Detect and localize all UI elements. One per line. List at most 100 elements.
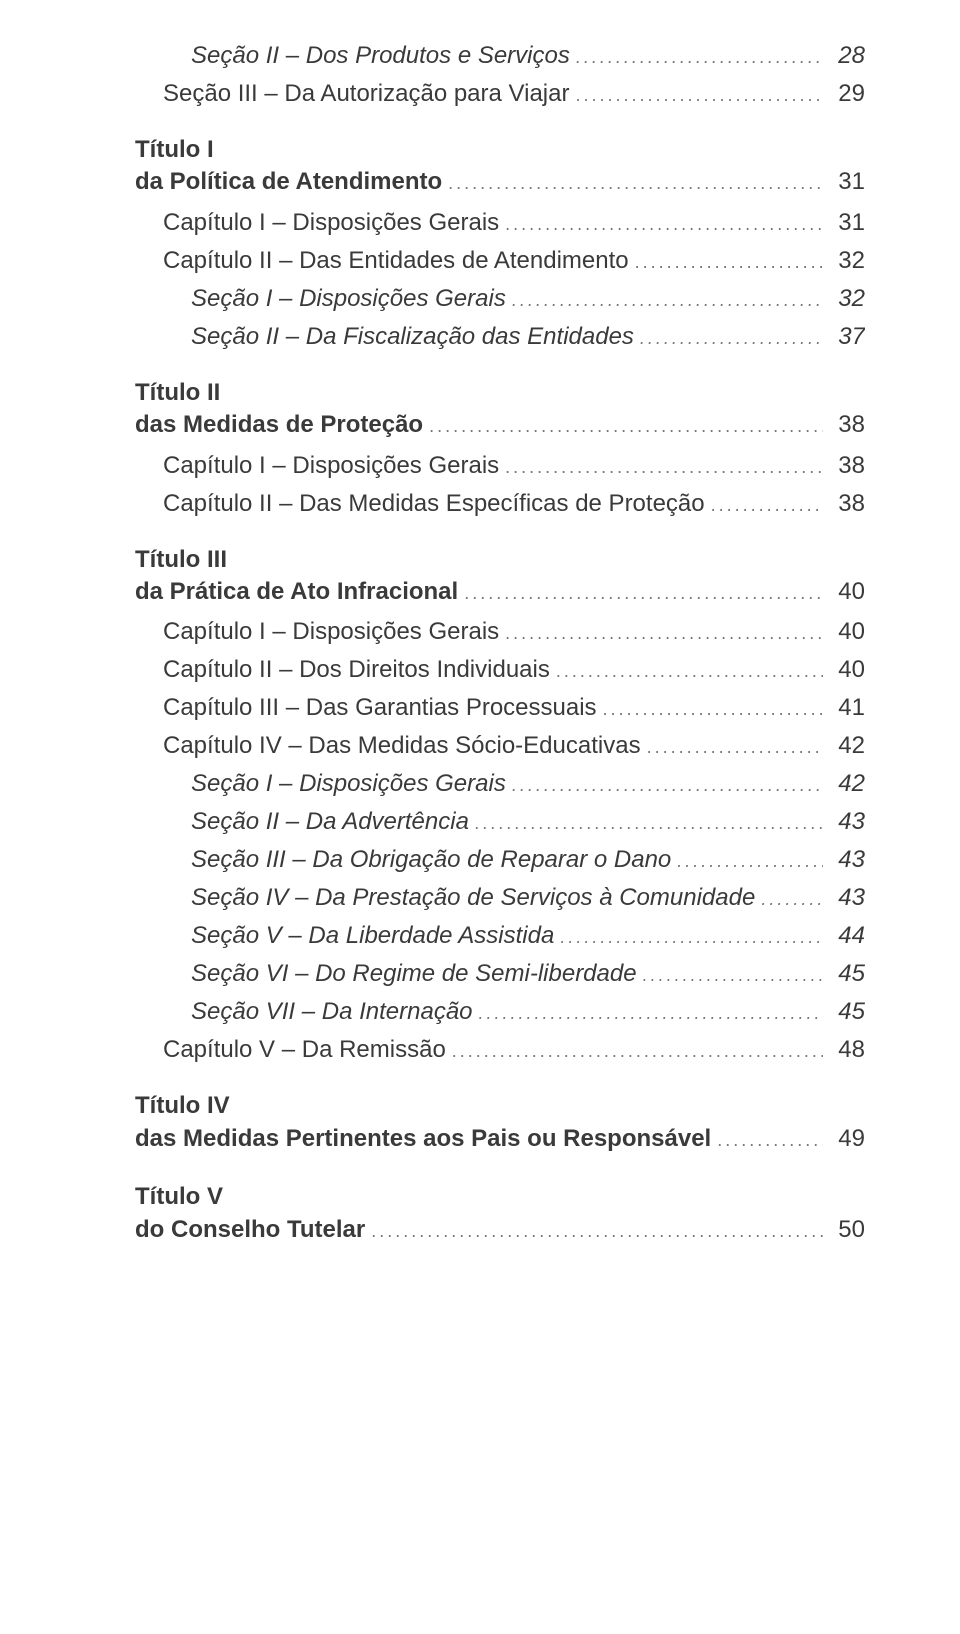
toc-entry-label: Seção IV – Da Prestação de Serviços à Co…: [191, 884, 755, 912]
toc-page-number: 32: [829, 247, 865, 275]
toc-title-block: Título Ida Política de Atendimento 31: [135, 134, 865, 199]
toc-leader-dots: [512, 775, 823, 796]
toc-page-number: 37: [829, 323, 865, 351]
toc-leader-dots: [640, 328, 823, 349]
toc-entry: Seção II – Da Advertência 43: [135, 808, 865, 836]
toc-title-line1: Título III: [135, 544, 865, 576]
toc-page-number: 40: [829, 656, 865, 684]
toc-page-number: 31: [829, 168, 865, 196]
toc-page-number: 43: [829, 884, 865, 912]
toc-title-line2: da Prática de Ato Infracional: [135, 576, 458, 608]
toc-leader-dots: [371, 1221, 823, 1242]
toc-entry-label: Capítulo II – Das Medidas Específicas de…: [163, 490, 705, 518]
toc-leader-dots: [635, 252, 823, 273]
toc-entry: Seção I – Disposições Gerais 32: [135, 285, 865, 313]
toc-entry: da Política de Atendimento 31: [135, 166, 865, 198]
toc-entry-label: Seção II – Da Advertência: [191, 808, 469, 836]
toc-leader-dots: [512, 290, 823, 311]
toc-entry: Seção II – Dos Produtos e Serviços 28: [135, 42, 865, 70]
toc-entry-label: Capítulo V – Da Remissão: [163, 1036, 446, 1064]
toc-leader-dots: [761, 889, 823, 910]
toc-page-number: 49: [829, 1125, 865, 1153]
toc-leader-dots: [505, 457, 823, 478]
toc-title-line1: Título II: [135, 377, 865, 409]
toc-title-line1: Título V: [135, 1181, 865, 1213]
toc-title-block: Título IIIda Prática de Ato Infracional 4…: [135, 544, 865, 609]
toc-entry: Seção VII – Da Internação 45: [135, 998, 865, 1026]
toc-page-number: 43: [829, 808, 865, 836]
toc-entry: Capítulo III – Das Garantias Processuais…: [135, 694, 865, 722]
toc-entry: Capítulo I – Disposições Gerais 38: [135, 452, 865, 480]
toc-entry-label: Seção VI – Do Regime de Semi-liberdade: [191, 960, 637, 988]
toc-entry: das Medidas de Proteção38: [135, 409, 865, 441]
toc-entry: Seção VI – Do Regime de Semi-liberdade 45: [135, 960, 865, 988]
toc-leader-dots: [576, 47, 823, 68]
toc-leader-dots: [448, 173, 823, 194]
toc-entry: Seção II – Da Fiscalização das Entidades…: [135, 323, 865, 351]
toc-leader-dots: [677, 851, 823, 872]
toc-leader-dots: [452, 1041, 823, 1062]
toc-entry: Seção V – Da Liberdade Assistida 44: [135, 922, 865, 950]
toc-page-number: 45: [829, 998, 865, 1026]
toc-entry-label: Seção III – Da Autorização para Viajar: [163, 80, 569, 108]
toc-leader-dots: [603, 699, 823, 720]
toc-title-line2: do Conselho Tutelar: [135, 1214, 365, 1246]
toc-title-block: Título IVdas Medidas Pertinentes aos Pai…: [135, 1090, 865, 1155]
toc-entry-label: Capítulo I – Disposições Gerais: [163, 452, 499, 480]
toc-page-number: 38: [829, 490, 865, 518]
toc-page-number: 31: [829, 209, 865, 237]
toc-title-block: Título Vdo Conselho Tutelar50: [135, 1181, 865, 1246]
toc-entry-label: Seção V – Da Liberdade Assistida: [191, 922, 554, 950]
toc-entry-label: Seção I – Disposições Gerais: [191, 285, 506, 313]
toc-page-number: 38: [829, 411, 865, 439]
toc-leader-dots: [505, 623, 823, 644]
toc-entry: Capítulo I – Disposições Gerais 40: [135, 618, 865, 646]
toc-entry: Capítulo II – Das Medidas Específicas de…: [135, 490, 865, 518]
toc-entry: Capítulo II – Das Entidades de Atendimen…: [135, 247, 865, 275]
toc-page-number: 40: [829, 618, 865, 646]
toc-entry: Seção I – Disposições Gerais 42: [135, 770, 865, 798]
toc-entry: da Prática de Ato Infracional 40: [135, 576, 865, 608]
toc-title-line1: Título I: [135, 134, 865, 166]
toc-leader-dots: [717, 1130, 823, 1151]
toc-entry-label: Capítulo III – Das Garantias Processuais: [163, 694, 597, 722]
toc-entry: Capítulo II – Dos Direitos Individuais 40: [135, 656, 865, 684]
toc-page-number: 41: [829, 694, 865, 722]
toc-title-line2: das Medidas Pertinentes aos Pais ou Resp…: [135, 1123, 711, 1155]
toc-entry-label: Seção II – Dos Produtos e Serviços: [191, 42, 570, 70]
toc-leader-dots: [505, 214, 823, 235]
toc-page-number: 40: [829, 578, 865, 606]
toc-entry-label: Seção I – Disposições Gerais: [191, 770, 506, 798]
toc-leader-dots: [711, 495, 823, 516]
toc-leader-dots: [475, 813, 823, 834]
toc-leader-dots: [464, 583, 823, 604]
toc-page-number: 42: [829, 732, 865, 760]
toc-leader-dots: [647, 737, 823, 758]
toc-entry: do Conselho Tutelar50: [135, 1214, 865, 1246]
toc-entry: Capítulo IV – Das Medidas Sócio-Educativ…: [135, 732, 865, 760]
toc-leader-dots: [575, 85, 823, 106]
table-of-contents: Seção II – Dos Produtos e Serviços28Seçã…: [135, 42, 865, 1246]
toc-entry-label: Seção II – Da Fiscalização das Entidades: [191, 323, 634, 351]
toc-page-number: 45: [829, 960, 865, 988]
toc-entry-label: Capítulo I – Disposições Gerais: [163, 618, 499, 646]
toc-page-number: 29: [829, 80, 865, 108]
toc-entry-label: Seção VII – Da Internação: [191, 998, 473, 1026]
toc-leader-dots: [560, 927, 823, 948]
toc-title-block: Título IIdas Medidas de Proteção38: [135, 377, 865, 442]
toc-entry-label: Capítulo I – Disposições Gerais: [163, 209, 499, 237]
toc-page-number: 44: [829, 922, 865, 950]
toc-page-number: 42: [829, 770, 865, 798]
toc-title-line1: Título IV: [135, 1090, 865, 1122]
toc-page-number: 48: [829, 1036, 865, 1064]
toc-entry-label: Capítulo II – Dos Direitos Individuais: [163, 656, 550, 684]
toc-title-line2: da Política de Atendimento: [135, 166, 442, 198]
toc-entry: Seção III – Da Obrigação de Reparar o Da…: [135, 846, 865, 874]
toc-entry-label: Capítulo II – Das Entidades de Atendimen…: [163, 247, 629, 275]
toc-page-number: 38: [829, 452, 865, 480]
toc-leader-dots: [556, 661, 823, 682]
toc-page-number: 28: [829, 42, 865, 70]
toc-entry-label: Seção III – Da Obrigação de Reparar o Da…: [191, 846, 671, 874]
toc-leader-dots: [643, 965, 823, 986]
toc-page-number: 32: [829, 285, 865, 313]
